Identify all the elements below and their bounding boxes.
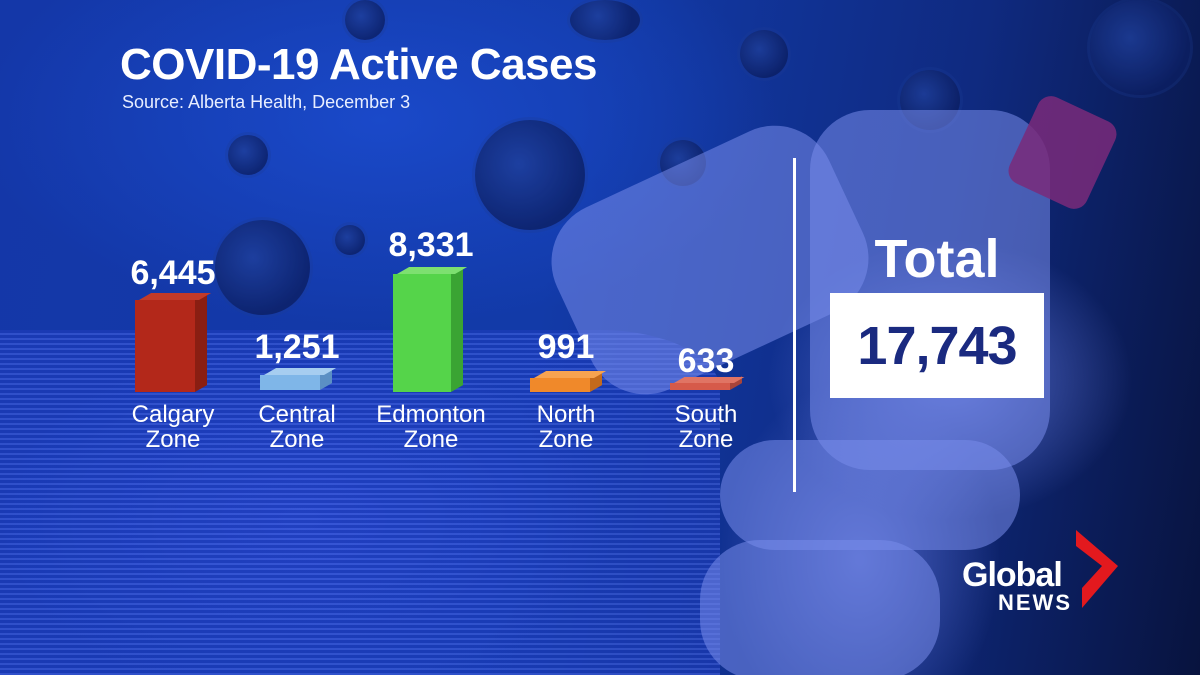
bar-label-north: North Zone (536, 401, 596, 453)
global-news-logo: Global NEWS (962, 530, 1122, 622)
total-label: Total (874, 229, 1000, 289)
logo-brand-text: Global (962, 556, 1063, 594)
divider-line (793, 158, 796, 492)
total-box: 17,743 (830, 293, 1044, 398)
bar-south (670, 376, 745, 390)
glove-decoration (700, 540, 940, 675)
bar-value-central: 1,251 (254, 328, 340, 366)
bar-label-south: South Zone (674, 401, 738, 453)
virus-decoration (228, 135, 268, 175)
bar-front (670, 383, 730, 390)
virus-decoration (475, 120, 585, 230)
bar-group-calgary: 6,445 Calgary Zone (103, 0, 243, 460)
bar-side (451, 267, 463, 392)
bar-group-south: 633 South Zone (636, 0, 776, 460)
bar-side (195, 293, 207, 392)
bar-top (397, 267, 468, 274)
bar-front (530, 378, 590, 392)
bar-value-edmonton: 8,331 (388, 226, 474, 264)
bar-group-central: 1,251 Central Zone (227, 0, 367, 460)
bar-central (260, 368, 337, 390)
chart-title: COVID-19 Active Cases (120, 40, 597, 89)
bar-value-north: 991 (537, 328, 595, 366)
virus-decoration (215, 220, 310, 315)
virus-decoration (1090, 0, 1190, 95)
bar-value-south: 633 (677, 342, 735, 380)
chevron-right-icon (1076, 530, 1118, 608)
bar-group-north: 991 North Zone (496, 0, 636, 460)
bar-front (393, 274, 451, 392)
virus-decoration (740, 30, 788, 78)
bar-top (139, 293, 212, 300)
virus-decoration (335, 225, 365, 255)
bar-top (674, 377, 745, 383)
chart-source: Source: Alberta Health, December 3 (122, 92, 411, 112)
bar-label-central: Central Zone (258, 401, 336, 453)
bar-edmonton (393, 267, 468, 392)
bar-group-edmonton: 8,331 Edmonton Zone (361, 0, 501, 460)
bar-value-calgary: 6,445 (130, 254, 216, 292)
bar-top (534, 371, 607, 378)
bar-top (264, 368, 337, 375)
bar-label-edmonton: Edmonton Zone (376, 401, 486, 453)
bar-front (135, 300, 195, 392)
sleeve-decoration (0, 330, 720, 675)
glove-decoration (720, 440, 1020, 550)
total-value: 17,743 (857, 315, 1017, 376)
bar-north (530, 371, 607, 392)
bar-calgary (135, 293, 212, 392)
virus-decoration (345, 0, 385, 40)
bar-front (260, 375, 320, 390)
bar-label-calgary: Calgary Zone (131, 401, 215, 453)
virus-decoration (570, 0, 640, 40)
logo-sub-text: NEWS (998, 590, 1072, 615)
